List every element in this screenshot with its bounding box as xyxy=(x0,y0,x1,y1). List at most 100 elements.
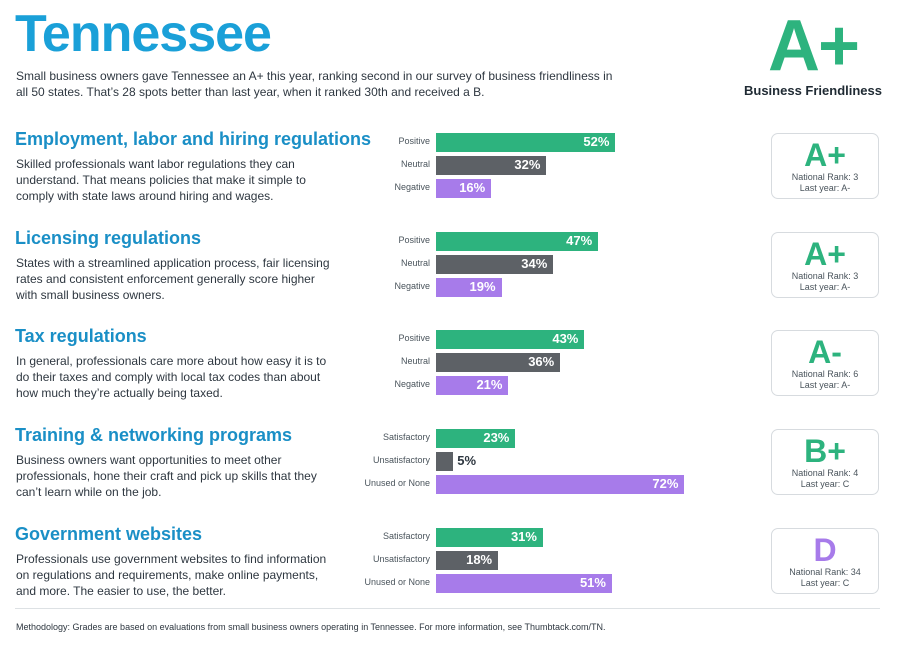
data-label: 16% xyxy=(459,180,486,195)
section-description: In general, professionals care more abou… xyxy=(16,354,327,400)
tick-label: Unsatisfactory xyxy=(372,554,430,564)
bar xyxy=(436,179,492,198)
section-licensing: Licensing regulations States with a stre… xyxy=(0,228,901,318)
tick-label: Satisfactory xyxy=(382,432,430,442)
section-description: States with a streamlined application pr… xyxy=(16,256,330,302)
bar-row: Positive 43% xyxy=(340,330,720,349)
data-label: 52% xyxy=(583,134,610,149)
category-grade: D xyxy=(813,532,837,568)
grade-card: A+ National Rank: 3 Last year: A- xyxy=(771,232,879,298)
bar xyxy=(436,376,509,395)
bar-row: Satisfactory 23% xyxy=(340,429,720,448)
section-description: Skilled professionals want labor regulat… xyxy=(16,157,306,203)
grade-card: A+ National Rank: 3 Last year: A- xyxy=(771,133,879,199)
bar-row: Negative 21% xyxy=(340,376,720,395)
national-rank: National Rank: 3 xyxy=(791,271,859,281)
grade-card: B+ National Rank: 4 Last year: C xyxy=(771,429,879,495)
section-heading: Tax regulations xyxy=(15,326,147,346)
overall-grade: A+ xyxy=(767,6,860,86)
data-label: 36% xyxy=(528,354,555,369)
tick-label: Unused or None xyxy=(364,577,430,587)
bar-row: Neutral 32% xyxy=(340,156,720,175)
last-year-grade: Last year: C xyxy=(800,479,850,489)
data-label: 23% xyxy=(483,430,510,445)
data-label: 47% xyxy=(566,233,593,248)
national-rank: National Rank: 6 xyxy=(791,369,859,379)
data-label: 51% xyxy=(579,575,606,590)
grade-card: A- National Rank: 6 Last year: A- xyxy=(771,330,879,396)
section-heading: Training & networking programs xyxy=(15,425,293,445)
data-label: 31% xyxy=(510,529,537,544)
tick-label: Positive xyxy=(398,235,430,245)
bar xyxy=(436,528,543,547)
bar xyxy=(436,551,499,570)
last-year-grade: Last year: A- xyxy=(799,183,851,193)
section-heading: Government websites xyxy=(15,524,203,544)
category-grade: A+ xyxy=(804,236,846,272)
category-grade: B+ xyxy=(804,433,846,469)
bar xyxy=(436,133,616,152)
footer-divider xyxy=(15,608,880,609)
section-tax: Tax regulations In general, professional… xyxy=(0,326,901,416)
bar xyxy=(436,232,599,251)
category-grade: A- xyxy=(808,334,842,370)
bar-row: Unsatisfactory 5% xyxy=(340,452,720,471)
bar-row: Unused or None 51% xyxy=(340,574,720,593)
tick-label: Positive xyxy=(398,136,430,146)
tick-label: Neutral xyxy=(400,356,430,366)
last-year-grade: Last year: A- xyxy=(799,380,851,390)
overall-grade-block: A+ Business Friendliness xyxy=(738,10,888,98)
bar-row: Negative 16% xyxy=(340,179,720,198)
methodology-note: Methodology: Grades are based on evaluat… xyxy=(16,622,606,632)
data-label: 5% xyxy=(457,453,477,468)
tick-label: Negative xyxy=(394,281,430,291)
national-rank: National Rank: 34 xyxy=(789,567,861,577)
data-label: 43% xyxy=(552,331,579,346)
last-year-grade: Last year: A- xyxy=(799,282,851,292)
bar xyxy=(436,330,585,349)
section-websites: Government websites Professionals use go… xyxy=(0,524,901,614)
section-heading: Licensing regulations xyxy=(15,228,202,248)
grade-card: D National Rank: 34 Last year: C xyxy=(771,528,879,594)
tick-label: Unsatisfactory xyxy=(372,455,430,465)
data-label: 21% xyxy=(476,377,503,392)
bar xyxy=(436,353,561,372)
last-year-grade: Last year: C xyxy=(800,578,850,588)
intro-text: Small business owners gave Tennessee an … xyxy=(16,69,613,99)
data-label: 32% xyxy=(514,157,541,172)
bar xyxy=(436,255,554,274)
tick-label: Unused or None xyxy=(364,478,430,488)
tick-label: Neutral xyxy=(400,258,430,268)
bar-row: Satisfactory 31% xyxy=(340,528,720,547)
bar xyxy=(436,574,612,593)
bar-row: Unused or None 72% xyxy=(340,475,720,494)
bar xyxy=(436,452,454,471)
bar xyxy=(436,278,502,297)
bar-row: Unsatisfactory 18% xyxy=(340,551,720,570)
data-label: 34% xyxy=(521,256,548,271)
bar-row: Negative 19% xyxy=(340,278,720,297)
page-title: Tennessee xyxy=(15,5,272,63)
bar-row: Neutral 34% xyxy=(340,255,720,274)
data-label: 18% xyxy=(466,552,493,567)
data-label: 72% xyxy=(652,476,679,491)
bar-row: Neutral 36% xyxy=(340,353,720,372)
national-rank: National Rank: 4 xyxy=(791,468,859,478)
bar xyxy=(436,475,685,494)
overall-grade-label: Business Friendliness xyxy=(744,83,882,98)
bar xyxy=(436,429,516,448)
tick-label: Neutral xyxy=(400,159,430,169)
section-training: Training & networking programs Business … xyxy=(0,425,901,515)
bar-row: Positive 52% xyxy=(340,133,720,152)
bar xyxy=(436,156,547,175)
section-employment: Employment, labor and hiring regulations… xyxy=(0,129,901,219)
section-description: Business owners want opportunities to me… xyxy=(16,453,317,499)
tick-label: Negative xyxy=(394,182,430,192)
section-heading: Employment, labor and hiring regulations xyxy=(15,129,372,149)
national-rank: National Rank: 3 xyxy=(791,172,859,182)
category-grade: A+ xyxy=(804,137,846,173)
bar-row: Positive 47% xyxy=(340,232,720,251)
tick-label: Positive xyxy=(398,333,430,343)
tick-label: Negative xyxy=(394,379,430,389)
data-label: 19% xyxy=(469,279,496,294)
